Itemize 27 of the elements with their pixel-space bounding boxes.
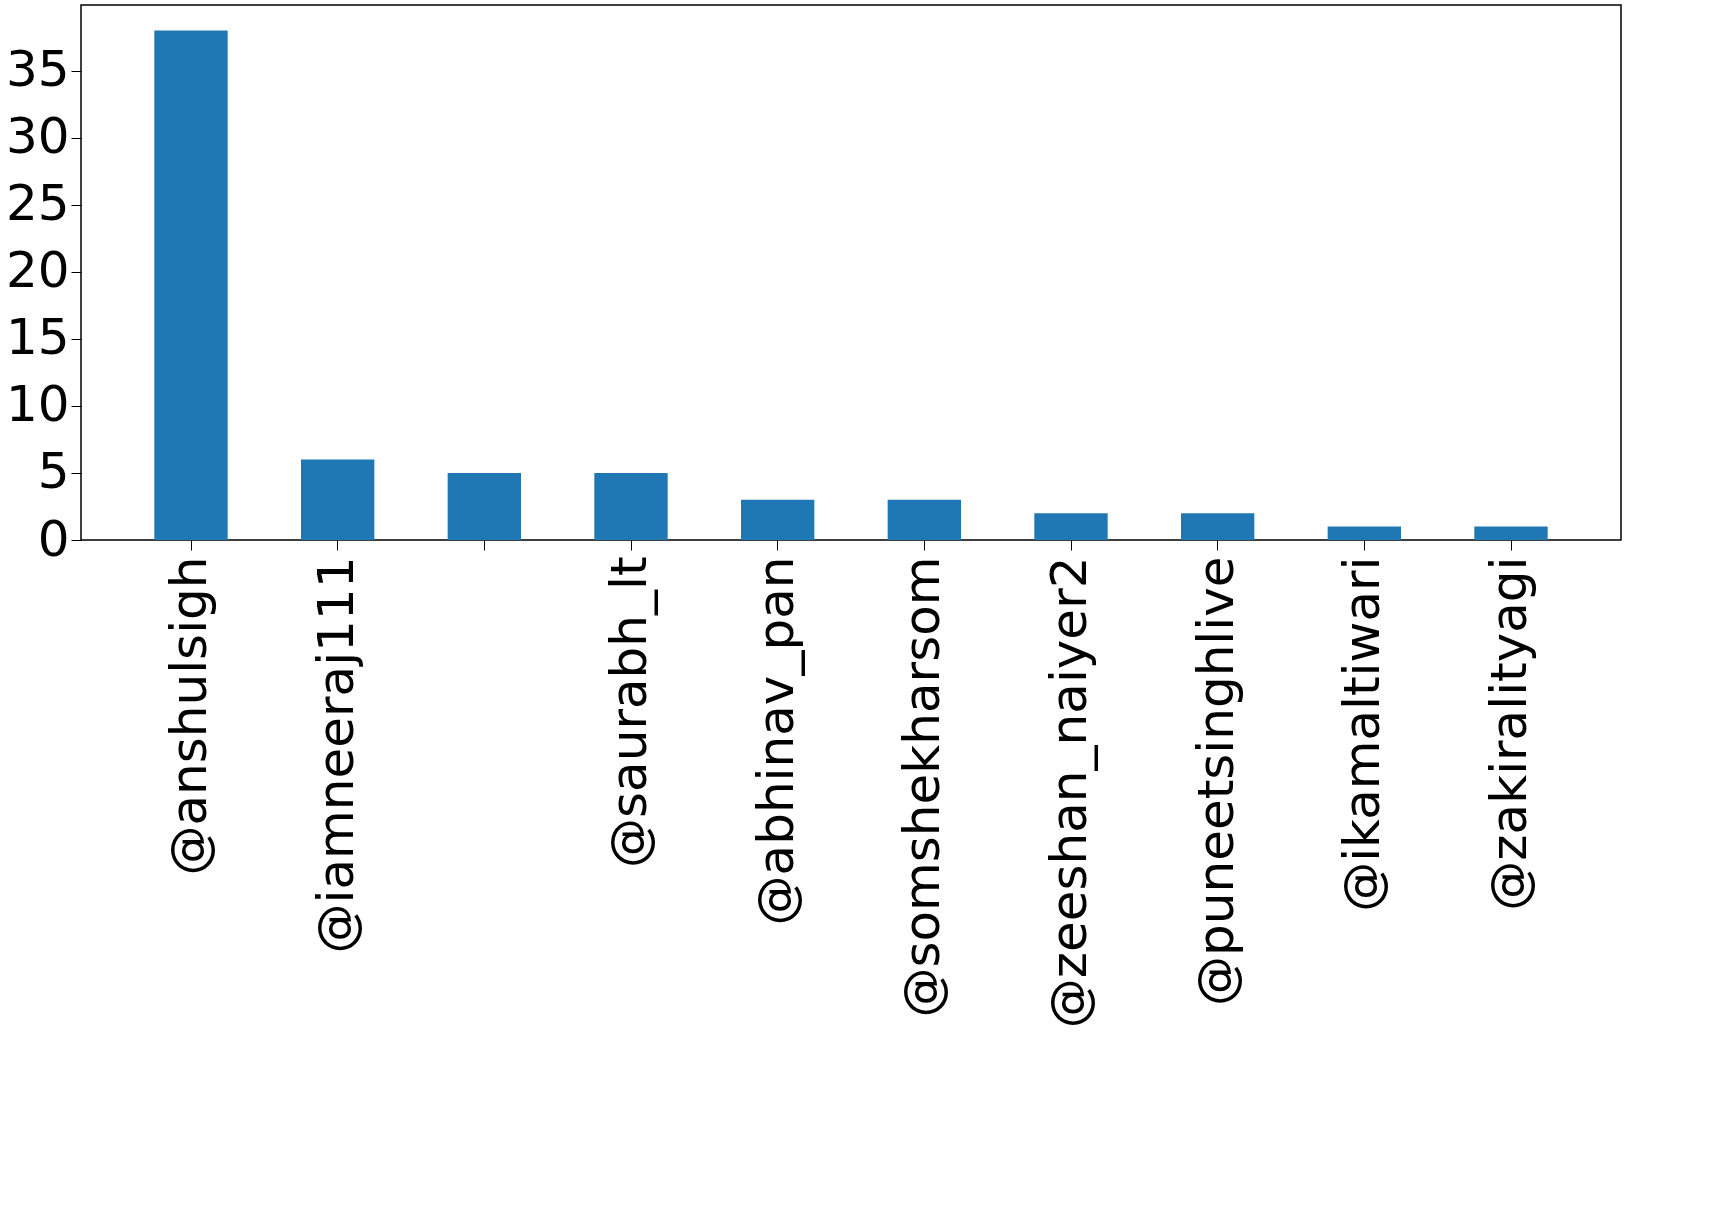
bar — [594, 472, 668, 540]
bar — [887, 499, 961, 540]
y-tick-label: 25 — [5, 174, 70, 233]
x-tick-label: @saurabh_lt — [600, 556, 658, 868]
y-tick-label: 35 — [5, 40, 70, 99]
x-tick-label: @iamneeraj111 — [306, 556, 365, 954]
y-tick-label: 30 — [5, 107, 70, 166]
x-tick-label: @abhinav_pan — [746, 556, 805, 926]
bar — [1474, 526, 1548, 540]
bar — [301, 459, 375, 540]
y-tick-label: 10 — [5, 375, 70, 434]
y-tick-label: 20 — [5, 241, 70, 300]
x-tick-label: @anshulsigh — [160, 556, 218, 876]
x-tick-label: @ikamaltiwari — [1333, 556, 1392, 912]
x-tick-label: @somshekharsom — [893, 556, 952, 1018]
y-tick-label: 15 — [5, 308, 70, 367]
y-tick-label: 5 — [37, 442, 70, 501]
x-tick-label: @zakiralityagi — [1480, 556, 1538, 911]
bar — [1034, 513, 1108, 540]
bar — [741, 499, 815, 540]
x-tick-label: @zeeshan_naiyer2 — [1040, 556, 1098, 1029]
bar — [447, 472, 521, 540]
x-tick-label: @puneetsinghlive — [1186, 556, 1245, 1006]
bar — [1181, 513, 1255, 540]
bar — [154, 30, 228, 540]
bar — [1327, 526, 1401, 540]
y-tick-label: 0 — [37, 509, 70, 568]
